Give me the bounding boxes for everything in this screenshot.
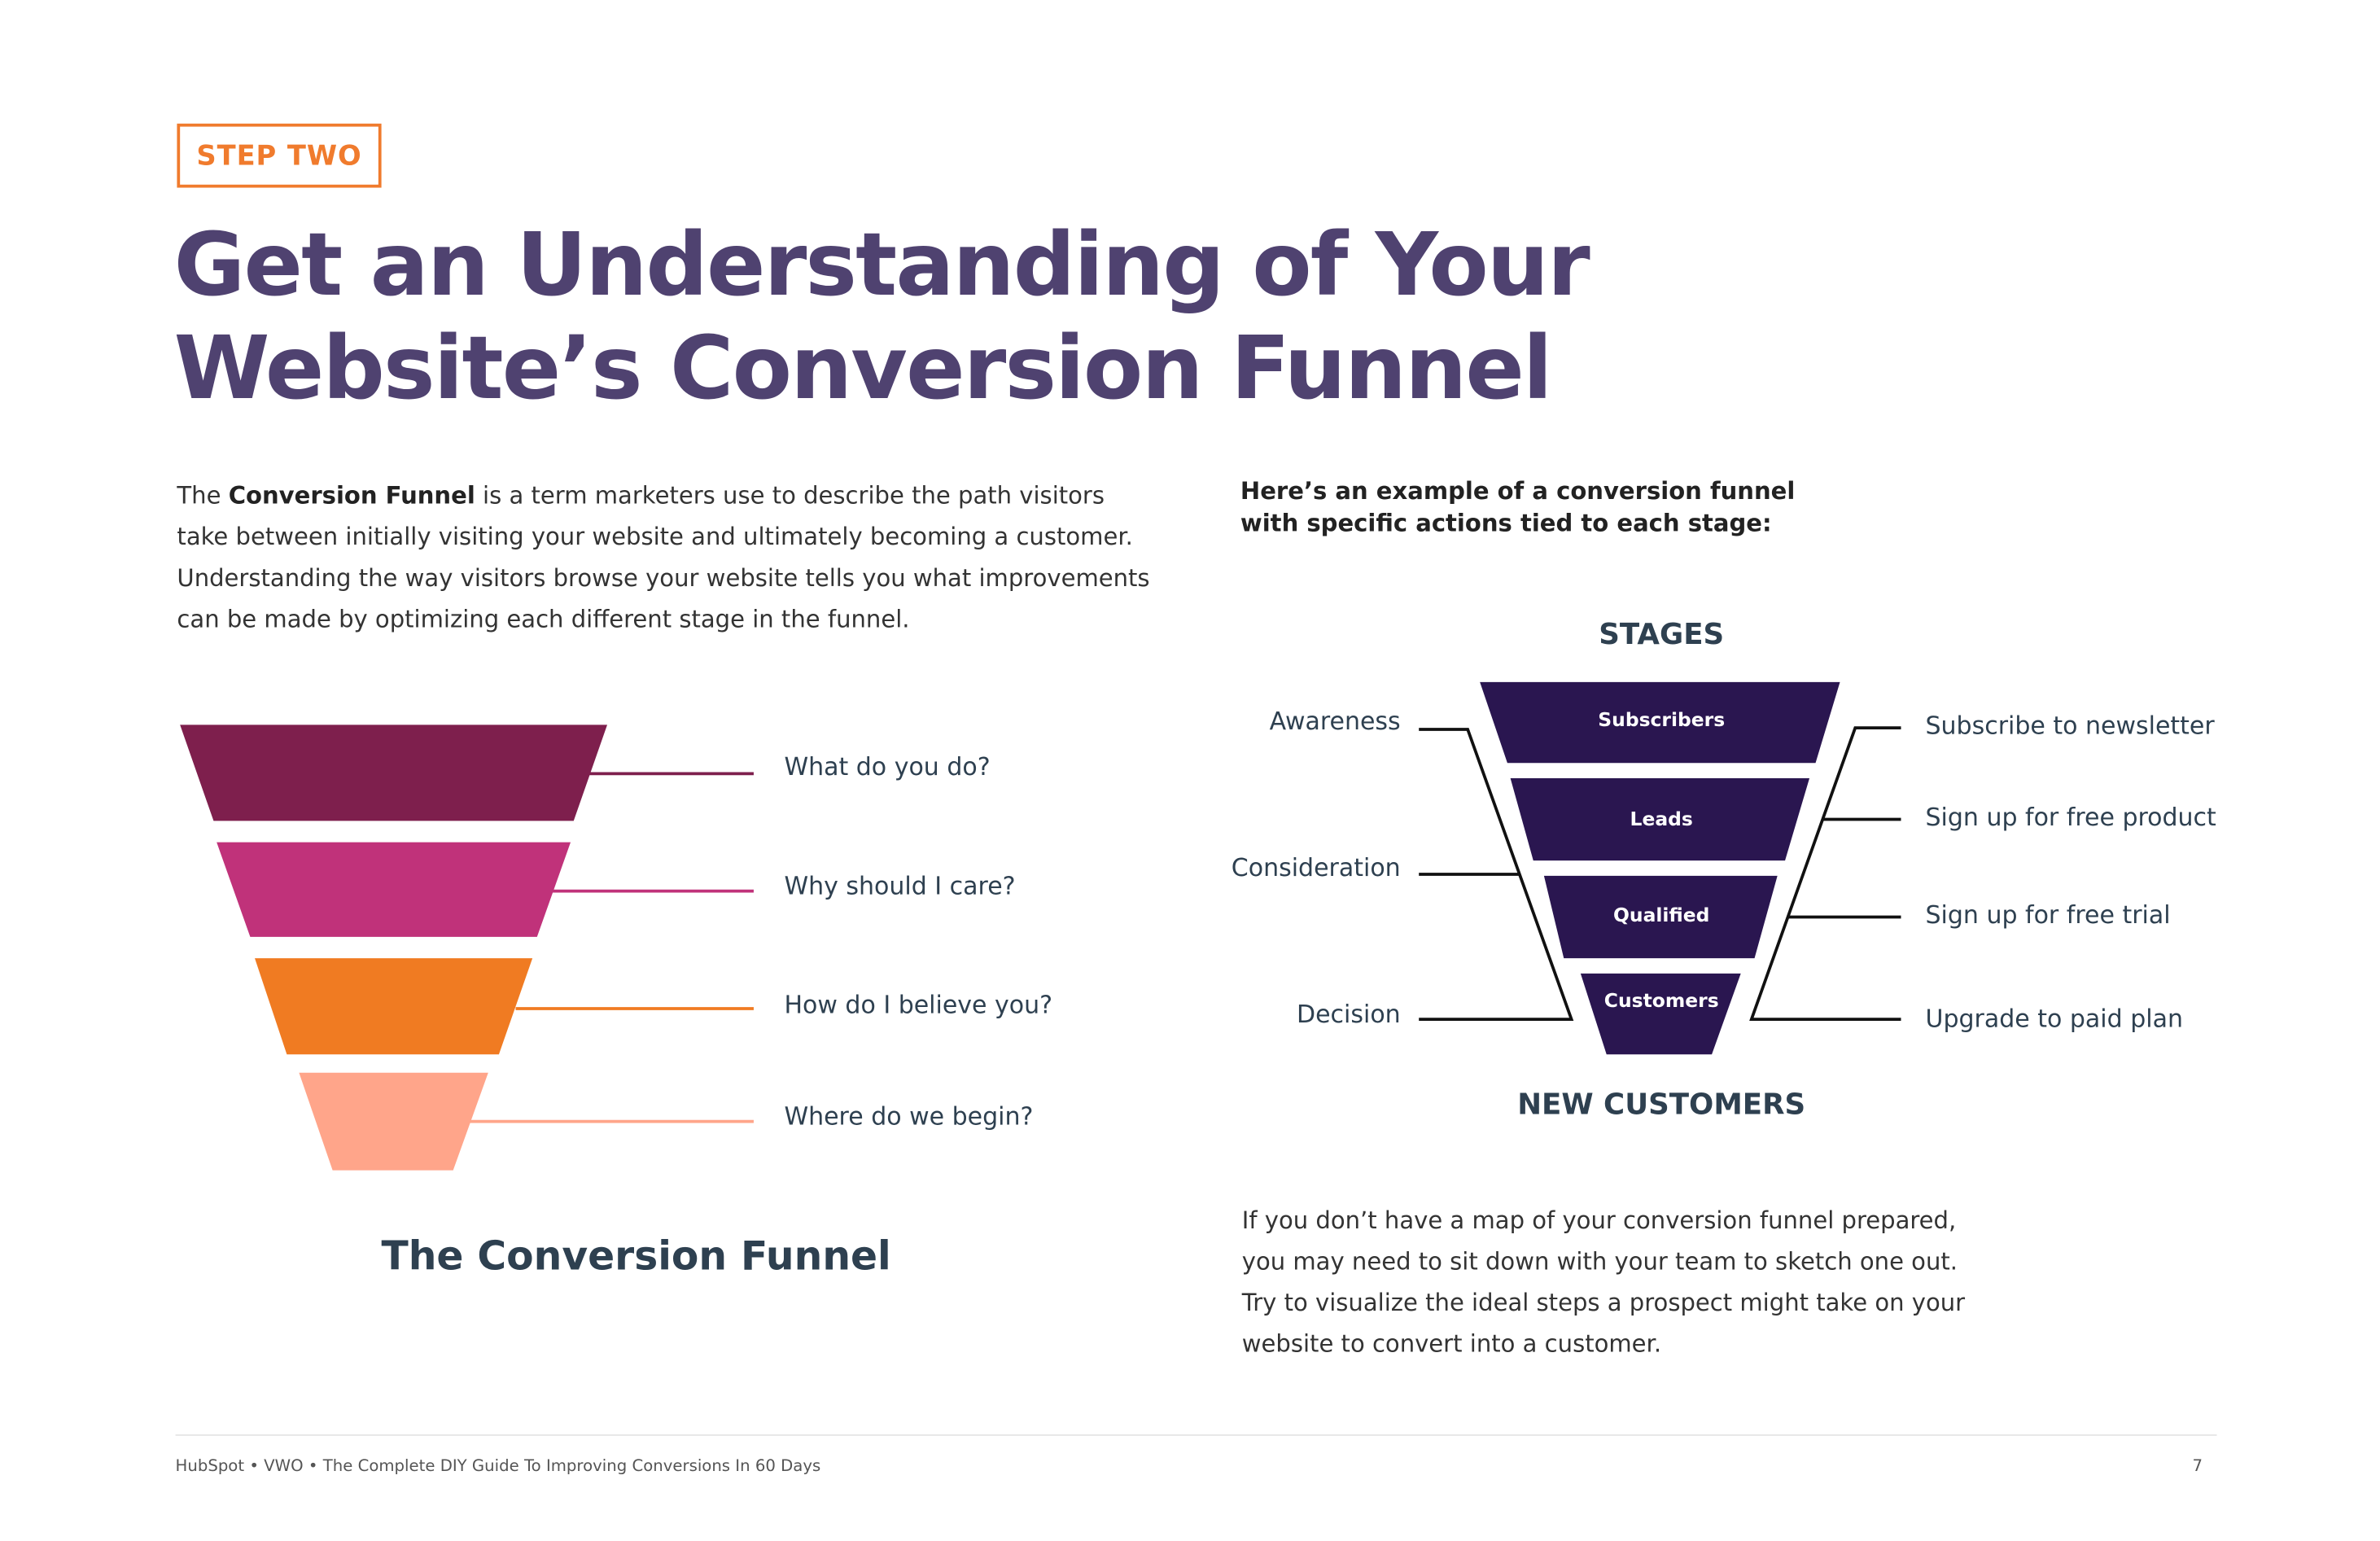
stage-leads bbox=[1510, 777, 1810, 861]
funnel-level-4 bbox=[299, 1072, 488, 1171]
bottom-paragraph: If you don’t have a map of your conversi… bbox=[1241, 1206, 1966, 1359]
stage-subscribers bbox=[1480, 681, 1840, 764]
left-funnel bbox=[180, 725, 754, 1171]
action-label: Subscribe to newsletter bbox=[1925, 711, 2215, 741]
phase-bracket bbox=[1419, 728, 1574, 1021]
action-label: Sign up for free product bbox=[1925, 802, 2216, 832]
action-label: Sign up for free trial bbox=[1925, 900, 2171, 930]
footer-divider bbox=[175, 1434, 2217, 1436]
page-title: Get an Understanding of Your Website’s Co… bbox=[173, 213, 1590, 421]
action-bracket bbox=[1749, 726, 1901, 1021]
action-label: Upgrade to paid plan bbox=[1925, 1004, 2183, 1033]
funnel-question: What do you do? bbox=[784, 752, 991, 781]
stages-funnel: Subscribers Leads Qualified Customers bbox=[1480, 681, 1840, 1055]
title-line-2: Website’s Conversion Funnel bbox=[173, 318, 1553, 420]
phase-label: Consideration bbox=[1231, 852, 1401, 882]
example-intro-line-2: with specific actions tied to each stage… bbox=[1240, 510, 1772, 537]
phase-label: Awareness bbox=[1269, 706, 1401, 736]
stage-label: Leads bbox=[1630, 808, 1693, 830]
funnel-title: The Conversion Funnel bbox=[381, 1234, 891, 1281]
funnel-level-1 bbox=[180, 725, 608, 821]
page-number: 7 bbox=[2192, 1457, 2203, 1476]
step-badge: STEP TWO bbox=[177, 123, 382, 188]
stage-label: Qualified bbox=[1613, 904, 1709, 926]
example-intro: Here’s an example of a conversion funnel… bbox=[1240, 476, 1795, 541]
stage-label: Customers bbox=[1604, 989, 1719, 1012]
stage-label: Subscribers bbox=[1598, 708, 1725, 731]
intro-paragraph: The Conversion Funnel is a term marketer… bbox=[177, 476, 1153, 641]
intro-after: is a term marketers use to describe the … bbox=[177, 482, 1150, 633]
bracket-lines bbox=[1419, 726, 1901, 1021]
funnel-level-3 bbox=[255, 958, 533, 1055]
intro-before: The bbox=[177, 482, 229, 510]
funnel-question: Why should I care? bbox=[784, 871, 1016, 900]
stage-qualified bbox=[1543, 875, 1778, 959]
intro-bold: Conversion Funnel bbox=[228, 482, 475, 510]
stages-heading: STAGES bbox=[1599, 618, 1725, 652]
title-line-1: Get an Understanding of Your bbox=[173, 215, 1590, 317]
funnel-question: Where do we begin? bbox=[784, 1101, 1034, 1131]
phase-label: Decision bbox=[1297, 999, 1401, 1029]
footer-text: HubSpot • VWO • The Complete DIY Guide T… bbox=[175, 1457, 821, 1476]
funnel-level-2 bbox=[217, 842, 571, 937]
funnel-question: How do I believe you? bbox=[784, 990, 1053, 1020]
example-intro-line-1: Here’s an example of a conversion funnel bbox=[1240, 477, 1796, 506]
stage-customers bbox=[1580, 973, 1741, 1055]
new-customers-heading: NEW CUSTOMERS bbox=[1517, 1088, 1806, 1122]
